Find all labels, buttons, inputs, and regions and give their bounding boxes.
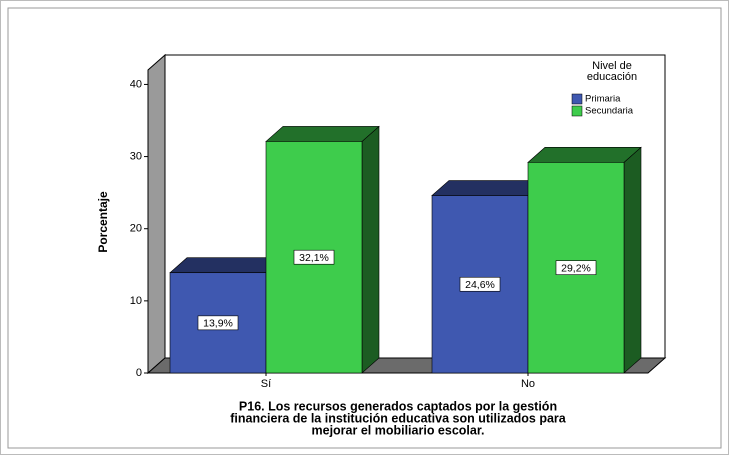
x-axis-label: P16. Los recursos generados captados por… (239, 399, 557, 413)
value-label-box (293, 249, 335, 265)
x-tick-label: No (521, 378, 535, 390)
bar-top (527, 147, 642, 163)
legend-title: Nivel de (592, 60, 632, 72)
y-tick-label: 20 (130, 223, 142, 235)
value-label: 29,2% (561, 262, 591, 274)
value-label: 24,6% (465, 279, 495, 291)
y-tick-label: 10 (130, 295, 142, 307)
y-axis-label: Porcentaje (96, 191, 110, 253)
bar-side (623, 146, 642, 374)
legend-label: Secundaria (585, 106, 634, 117)
x-axis-label: financiera de la institución educativa s… (230, 411, 567, 425)
legend-swatch (571, 93, 583, 105)
bar (527, 162, 625, 374)
bar-top (265, 126, 380, 142)
y-tick-label: 0 (136, 367, 142, 379)
value-label: 13,9% (203, 318, 233, 330)
y-tick-label: 30 (130, 150, 142, 162)
legend-title: educación (587, 71, 637, 83)
bar-side (361, 125, 380, 374)
legend-swatch (571, 105, 583, 117)
legend-label: Primaria (585, 94, 621, 105)
x-tick-label: Sí (261, 378, 271, 390)
value-label-box (555, 260, 597, 275)
x-axis-label: mejorar el mobiliario escolar. (312, 423, 485, 437)
left-wall (147, 53, 166, 375)
value-label: 32,1% (299, 252, 329, 264)
value-label-box (197, 315, 239, 331)
y-tick-label: 40 (130, 78, 142, 90)
value-label-box (459, 276, 501, 292)
